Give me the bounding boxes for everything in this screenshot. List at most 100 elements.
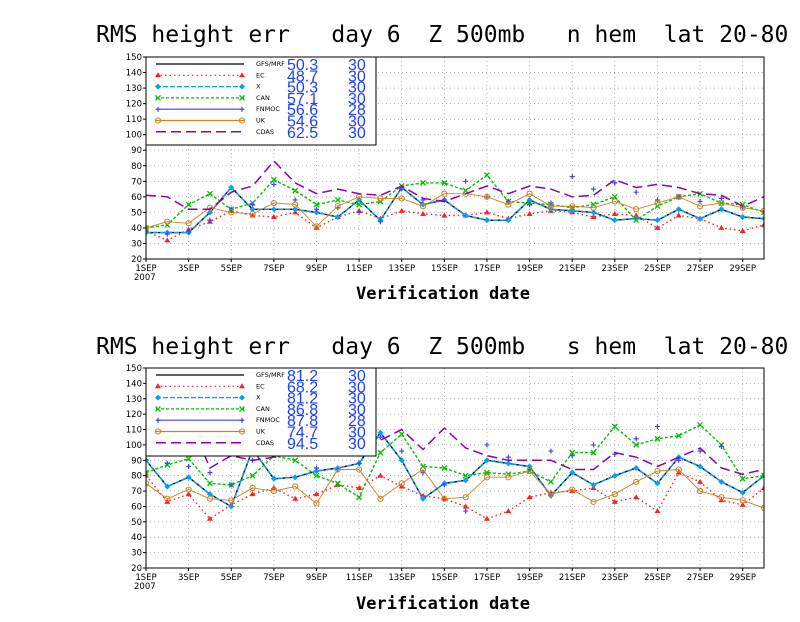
data-point (271, 181, 277, 187)
legend-mean-value: 81.2 (287, 368, 318, 385)
data-point (739, 497, 746, 504)
legend-count-value: 30 (348, 402, 366, 419)
legend-count-value: 30 (348, 91, 366, 108)
data-point (462, 477, 469, 484)
legend-mean-value: 50.3 (287, 57, 318, 74)
x-tick-label: 15SEP (431, 573, 458, 583)
data-point (146, 457, 149, 464)
legend-marker (238, 428, 246, 435)
data-point (164, 483, 171, 490)
data-point (270, 475, 277, 482)
data-point (356, 466, 363, 473)
data-point (164, 495, 171, 502)
data-point (611, 498, 618, 504)
x-tick-label: 19SEP (516, 573, 543, 583)
data-point (591, 186, 597, 192)
data-point (739, 489, 746, 496)
plot-area (146, 415, 764, 521)
data-point (420, 495, 427, 502)
y-tick-label: 30 (131, 549, 142, 559)
series-line (146, 174, 764, 229)
legend-mean-value: 50.3 (287, 80, 318, 97)
data-point (760, 207, 764, 214)
data-point (484, 172, 490, 179)
data-point (377, 434, 383, 440)
legend-marker (239, 72, 245, 78)
legend-label: GFS/MRF (256, 60, 285, 68)
data-point (462, 503, 469, 509)
x-tick-label: 15SEP (431, 264, 458, 274)
x-tick-label: 9SEP (306, 573, 327, 583)
data-point (313, 472, 320, 479)
legend-label: UK (256, 428, 266, 436)
legend-count-value: 30 (348, 368, 366, 385)
data-point (377, 219, 383, 225)
legend-count-value: 30 (348, 125, 366, 142)
legend-mean-value: 81.2 (287, 391, 318, 408)
data-point (611, 491, 618, 498)
data-point (633, 441, 640, 448)
legend-mean-value: 68.2 (287, 379, 318, 396)
y-tick-label: 30 (131, 239, 142, 249)
data-point (739, 228, 746, 234)
data-point (292, 201, 299, 208)
data-point (654, 480, 661, 487)
y-tick-label: 60 (131, 193, 142, 203)
data-point (526, 467, 533, 475)
y-tick-label: 150 (126, 364, 142, 374)
data-point (654, 203, 661, 210)
data-point (526, 190, 533, 197)
series-cdas (146, 159, 764, 211)
legend-mean-value: 57.1 (287, 91, 318, 108)
data-point (292, 474, 299, 481)
data-point (654, 508, 661, 514)
y-tick-label: 150 (126, 53, 142, 63)
x-tick-label: 29SEP (729, 573, 756, 583)
data-point (313, 465, 319, 471)
data-point (611, 198, 618, 205)
data-point (249, 484, 256, 492)
data-point (146, 224, 150, 232)
data-point (228, 482, 234, 488)
data-point (633, 212, 640, 218)
data-point (547, 206, 554, 213)
data-point (718, 494, 725, 501)
x-tick-label: 3SEP (178, 264, 199, 274)
legend-count-value: 30 (348, 391, 366, 408)
y-tick-label: 90 (131, 146, 142, 156)
x-tick-label: 23SEP (601, 573, 628, 583)
data-point (186, 228, 192, 234)
y-tick-label: 70 (131, 177, 142, 187)
data-point (186, 463, 192, 469)
plot-area (146, 159, 764, 243)
data-point (526, 463, 533, 470)
data-point (441, 465, 448, 471)
legend-marker (239, 417, 245, 423)
legend-marker (155, 72, 161, 78)
y-tick-label: 80 (131, 162, 142, 172)
data-point (462, 212, 469, 219)
data-point (483, 457, 490, 464)
data-point (185, 220, 192, 227)
data-point (334, 466, 341, 473)
data-point (633, 465, 640, 471)
data-point (505, 454, 511, 460)
y-tick-label: 120 (126, 410, 142, 420)
data-point (591, 442, 597, 448)
x-tick-label: 13SEP (388, 573, 415, 583)
legend-count-value: 30 (348, 436, 366, 453)
data-point (377, 472, 384, 478)
legend-label: FNMOC (256, 105, 280, 113)
data-point (697, 463, 704, 470)
data-point (569, 174, 575, 180)
data-point (505, 460, 512, 467)
data-point (590, 204, 597, 211)
data-point (334, 480, 341, 487)
data-point (697, 448, 703, 454)
x-tick-label: 7SEP (263, 573, 284, 583)
data-point (164, 237, 171, 243)
x-tick-label: 5SEP (221, 573, 242, 583)
data-point (313, 468, 320, 475)
legend-item: GFS/MRF 50.3 30 (156, 57, 366, 74)
data-point (462, 494, 469, 501)
